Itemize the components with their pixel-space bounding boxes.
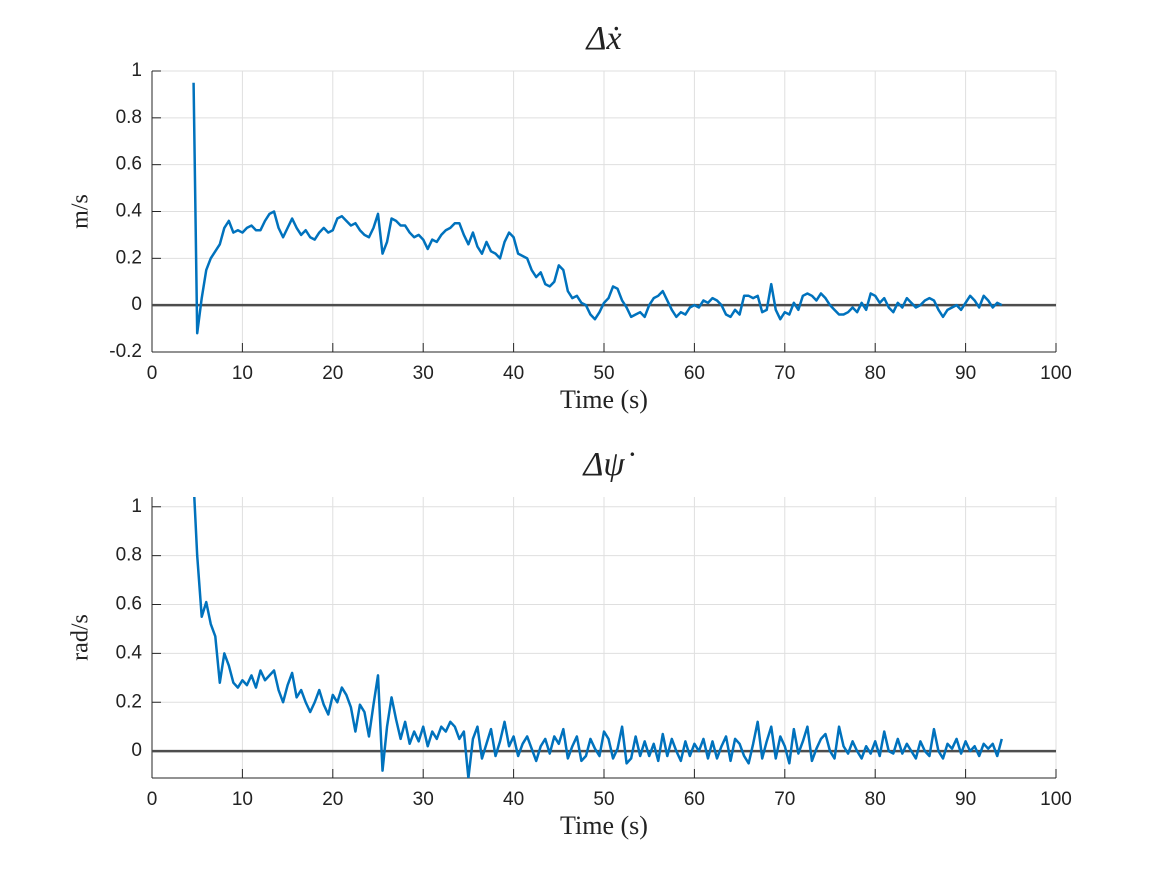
x-tick-label: 0	[147, 363, 158, 384]
x-tick-label: 40	[503, 363, 524, 384]
x-tick-label: 60	[684, 789, 705, 810]
x-tick-label: 70	[774, 789, 795, 810]
x-tick-label: 60	[684, 363, 705, 384]
x-tick-label: 80	[865, 789, 886, 810]
y-axis-label: m/s	[68, 194, 94, 229]
chart-title: Δẋ	[584, 20, 621, 57]
y-tick-label: 0.4	[116, 642, 143, 663]
x-tick-label: 100	[1040, 789, 1072, 810]
x-tick-label: 20	[322, 789, 343, 810]
x-tick-label: 100	[1040, 363, 1072, 384]
y-tick-label: 0	[131, 740, 142, 761]
data-line	[193, 497, 1003, 778]
y-tick-label: 0.8	[116, 545, 142, 566]
y-tick-label: 0.4	[116, 201, 143, 222]
y-tick-label: 1	[131, 60, 142, 81]
y-tick-label: 0.2	[116, 691, 142, 712]
x-axis-label: Time (s)	[560, 385, 648, 414]
subplot: 0 10 20 30 40 50 60 70 80 90 100-0.200.20.40.60.81…	[68, 20, 1072, 414]
x-tick-label: 20	[322, 363, 343, 384]
y-axis-label: rad/s	[68, 614, 94, 661]
y-tick-label: 0	[131, 294, 142, 315]
x-tick-label: 50	[593, 789, 614, 810]
y-tick-label: 0.6	[116, 594, 142, 615]
x-tick-label: 90	[955, 789, 976, 810]
x-tick-label: 40	[503, 789, 524, 810]
y-tick-label: 0.8	[116, 107, 142, 128]
x-tick-label: 30	[413, 789, 434, 810]
x-tick-label: 70	[774, 363, 795, 384]
x-tick-label: 80	[865, 363, 886, 384]
y-tick-label: 1	[131, 496, 142, 517]
y-tick-label: 0.6	[116, 154, 142, 175]
x-axis-label: Time (s)	[560, 811, 648, 840]
x-tick-label: 50	[593, 363, 614, 384]
x-tick-label: 0	[147, 789, 158, 810]
data-line	[192, 82, 1003, 335]
x-tick-label: 10	[232, 363, 253, 384]
subplot: 0 10 20 30 40 50 60 70 80 90 100 0 0.2 0.4 0.6 0.8 1 Δψ̇ T…	[68, 446, 1072, 840]
chart-title: Δψ̇	[581, 446, 634, 483]
x-tick-label: 30	[413, 363, 434, 384]
x-tick-label: 10	[232, 789, 253, 810]
x-tick-label: 90	[955, 363, 976, 384]
y-tick-label: 0.2	[116, 247, 142, 268]
y-tick-label: -0.2	[109, 341, 142, 362]
